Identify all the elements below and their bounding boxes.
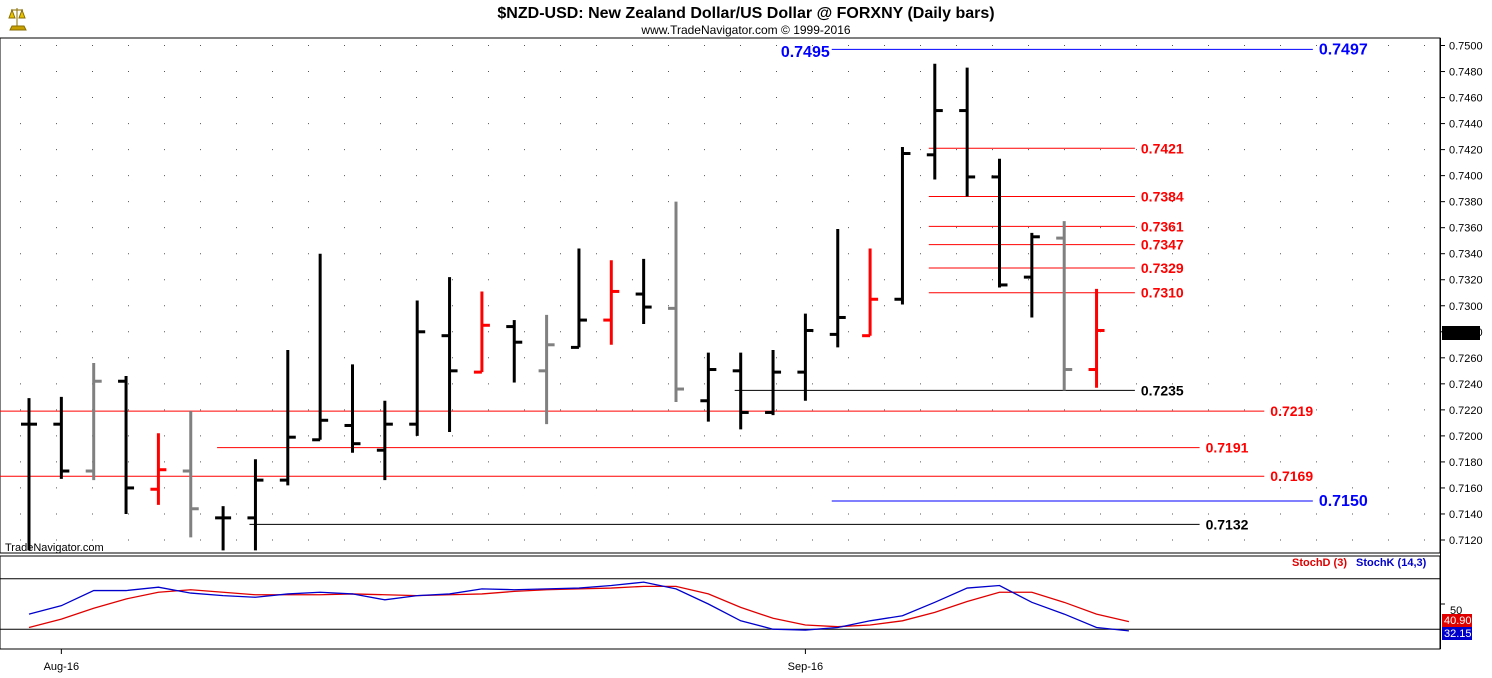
- ohlc-bar: [700, 352, 717, 422]
- legend-stoch-d: StochD (3): [1292, 557, 1347, 569]
- level-label: 0.7347: [1141, 237, 1184, 253]
- stoch-k-value: 32.15: [1444, 628, 1472, 640]
- stoch-k-badge: 32.15: [1442, 627, 1472, 640]
- level-label: 0.7310: [1141, 285, 1184, 301]
- price-tick-label: 0.7480: [1449, 67, 1483, 79]
- level-label: 0.7495: [781, 44, 830, 61]
- chart-subtitle: www.TradeNavigator.com © 1999-2016: [640, 23, 850, 37]
- price-panel: [0, 37, 1441, 554]
- stoch-k-line: [28, 581, 1129, 632]
- ohlc-bar: [991, 158, 1008, 288]
- date-axis: Aug-16 Sep-16: [44, 649, 823, 673]
- price-bars: [21, 63, 1105, 551]
- ohlc-bar: [1023, 232, 1040, 318]
- current-price-badge: 0.7282: [1442, 326, 1480, 340]
- ohlc-bar: [118, 376, 135, 514]
- level-label: 0.7169: [1270, 468, 1313, 484]
- level-label: 0.7361: [1141, 218, 1184, 234]
- logo-icon: [6, 4, 28, 32]
- price-tick-label: 0.7420: [1449, 145, 1483, 157]
- price-tick-label: 0.7360: [1449, 223, 1483, 235]
- ohlc-bar: [473, 291, 490, 374]
- date-tick-label: Aug-16: [44, 661, 79, 673]
- ohlc-bar: [797, 313, 814, 401]
- stochastic-panel: [0, 555, 1441, 650]
- stochastic-lines: [0, 578, 1445, 632]
- ohlc-bar: [635, 258, 652, 324]
- price-tick-label: 0.7500: [1449, 41, 1483, 53]
- date-tick-label: Sep-16: [788, 661, 823, 673]
- ohlc-bar: [894, 147, 911, 305]
- ohlc-bar: [409, 300, 426, 436]
- ohlc-bar: [926, 63, 943, 180]
- ohlc-bar: [247, 459, 264, 551]
- price-tick-label: 0.7340: [1449, 249, 1483, 261]
- level-label: 0.7132: [1206, 516, 1249, 532]
- price-axis: [1440, 38, 1441, 649]
- price-tick-label: 0.7140: [1449, 509, 1483, 521]
- ohlc-bar: [53, 396, 70, 479]
- ohlc-bar: [732, 352, 749, 430]
- price-tick-label: 0.7240: [1449, 379, 1483, 391]
- ohlc-bar: [21, 398, 37, 551]
- ohlc-bar: [182, 411, 199, 538]
- ohlc-bar: [862, 248, 879, 338]
- ohlc-bar: [538, 314, 555, 425]
- watermark: TradeNavigator.com: [5, 542, 104, 554]
- ohlc-bar: [279, 350, 296, 486]
- ohlc-bar: [959, 67, 976, 197]
- level-label: 0.7329: [1141, 260, 1184, 276]
- price-tick-label: 0.7120: [1449, 535, 1483, 547]
- current-price-label: 0.7282: [1445, 328, 1479, 340]
- ohlc-bar: [441, 277, 458, 432]
- legend-stoch-k: StochK (14,3): [1356, 557, 1427, 569]
- level-label: 0.7235: [1141, 382, 1184, 398]
- ohlc-bar: [668, 201, 684, 403]
- price-tick-label: 0.7460: [1449, 93, 1483, 105]
- level-label: 0.7497: [1319, 41, 1368, 58]
- price-levels: 0.7495 0.7497 0.7421 0.7384 0.7361 0.7347 0.73…: [0, 41, 1368, 532]
- ohlc-bar: [829, 228, 846, 348]
- price-tick-label: 0.7300: [1449, 301, 1483, 313]
- grid-dots: [20, 45, 1425, 541]
- stoch-tick-50: 50: [1450, 605, 1462, 617]
- level-label: 0.7384: [1141, 188, 1184, 204]
- stoch-d-line: [28, 585, 1130, 629]
- price-tick-label: 0.7320: [1449, 275, 1483, 287]
- ohlc-bar: [1088, 288, 1105, 388]
- stoch-d-value: 40.90: [1444, 615, 1472, 627]
- grid: [20, 45, 1425, 541]
- level-label: 0.7219: [1270, 403, 1313, 419]
- price-tick-label: 0.7200: [1449, 431, 1483, 443]
- level-label: 0.7191: [1206, 440, 1249, 456]
- price-tick-label: 0.7260: [1449, 353, 1483, 365]
- ohlc-bar: [344, 364, 361, 453]
- price-tick-label: 0.7160: [1449, 483, 1483, 495]
- stoch-d-badge: 40.90: [1442, 614, 1472, 627]
- level-label: 0.7421: [1141, 140, 1184, 156]
- ohlc-bar: [570, 248, 587, 349]
- ohlc-bar: [312, 253, 329, 442]
- ohlc-bar: [603, 260, 620, 345]
- price-tick-label: 0.7220: [1449, 405, 1483, 417]
- price-tick-label: 0.7400: [1449, 171, 1483, 183]
- ohlc-bar: [1056, 221, 1073, 391]
- price-tick-label: 0.7440: [1449, 119, 1483, 131]
- ohlc-bar: [376, 400, 393, 481]
- ohlc-bar: [765, 350, 782, 416]
- ohlc-bar: [150, 433, 167, 505]
- ohlc-bar: [215, 506, 232, 551]
- price-axis-ticks: 0.7500 0.7480 0.7460 0.7440 0.7420 0.7400 0.73…: [1440, 41, 1483, 547]
- ohlc-bar: [85, 363, 102, 481]
- price-tick-label: 0.7180: [1449, 457, 1483, 469]
- chart-title: $NZD-USD: New Zealand Dollar/US Dollar @…: [497, 5, 994, 22]
- price-tick-label: 0.7380: [1449, 197, 1483, 209]
- level-label: 0.7150: [1319, 493, 1368, 510]
- ohlc-bar: [506, 320, 523, 383]
